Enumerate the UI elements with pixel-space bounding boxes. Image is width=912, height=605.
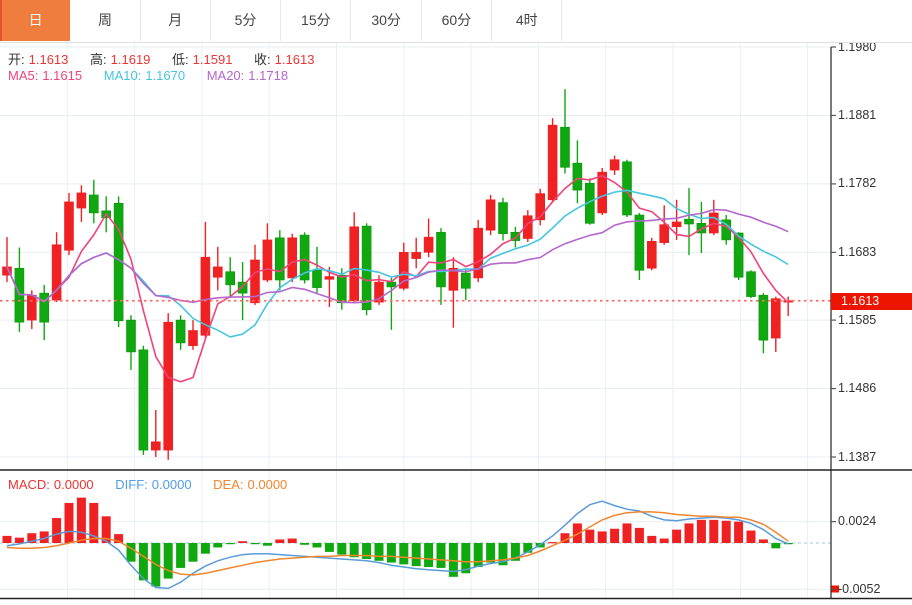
ma20-line xyxy=(6,208,789,304)
macd-legend: MACD: 0.0000 DIFF: 0.0000 DEA: 0.0000 xyxy=(8,477,291,492)
tab-week[interactable]: 周 xyxy=(70,0,141,41)
tab-4hour[interactable]: 4时 xyxy=(492,0,563,41)
ma5-label: MA5: xyxy=(8,68,39,83)
ma20-label: MA20: xyxy=(206,68,245,83)
y-axis-label: 1.1980 xyxy=(838,39,877,54)
dea-value: 0.0000 xyxy=(247,477,288,492)
tab-15min[interactable]: 15分 xyxy=(281,0,352,41)
diff-line xyxy=(6,500,789,590)
ma-lines xyxy=(6,174,789,383)
candles xyxy=(2,89,794,460)
diff-value: 0.0000 xyxy=(151,477,192,492)
tab-30min[interactable]: 30分 xyxy=(351,0,422,41)
dea-line xyxy=(6,511,789,576)
dea-label: DEA: xyxy=(213,477,244,492)
y-axis-label: 1.1486 xyxy=(838,381,877,396)
ma5-line xyxy=(6,174,789,383)
ma10-label: MA10: xyxy=(103,68,142,83)
macd-value: 0.0000 xyxy=(53,477,94,492)
high-label: 高: xyxy=(90,52,107,67)
y-axis-label: 1.1585 xyxy=(838,312,877,327)
tab-month[interactable]: 月 xyxy=(140,0,211,41)
low-label: 低: xyxy=(172,52,189,67)
open-label: 开: xyxy=(8,52,25,67)
ohlc-legend: 开: 1.1613 高: 1.1619 低: 1.1591 收: 1.1613 xyxy=(8,49,318,68)
macd-label: MACD: xyxy=(8,477,50,492)
low-value: 1.1591 xyxy=(192,52,233,67)
ma-legend: MA5: 1.1615 MA10: 1.1670 MA20: 1.1718 xyxy=(8,68,292,83)
y-axis-ticks xyxy=(831,46,836,590)
macd-histogram xyxy=(2,497,793,587)
tab-day[interactable]: 日 xyxy=(0,0,71,41)
high-value: 1.1619 xyxy=(110,52,151,67)
diff-label: DIFF: xyxy=(115,477,148,492)
close-label: 收: xyxy=(254,52,271,67)
panel-borders xyxy=(0,47,912,600)
ma5-value: 1.1615 xyxy=(42,68,83,83)
interval-tabs: 日周月 5分 15分 30分 60分 4时 xyxy=(0,0,912,43)
tab-5min[interactable]: 5分 xyxy=(210,0,282,41)
y-axis-label: 1.1782 xyxy=(838,176,877,191)
ma20-value: 1.1718 xyxy=(248,68,289,83)
ma10-value: 1.1670 xyxy=(145,68,186,83)
tab-60min[interactable]: 60分 xyxy=(421,0,493,41)
y-axis-label: 0.0024 xyxy=(838,514,877,529)
y-axis-label: 1.1881 xyxy=(838,107,877,122)
grid xyxy=(0,42,831,599)
current-price-tag: 1.1613 xyxy=(831,292,912,310)
y-axis-label: 1.1683 xyxy=(838,244,877,259)
macd-lines xyxy=(6,500,789,590)
y-axis-label: 1.1387 xyxy=(838,449,877,464)
open-value: 1.1613 xyxy=(28,52,69,67)
y-axis-label: -0.0052 xyxy=(838,581,881,596)
close-value: 1.1613 xyxy=(274,52,315,67)
